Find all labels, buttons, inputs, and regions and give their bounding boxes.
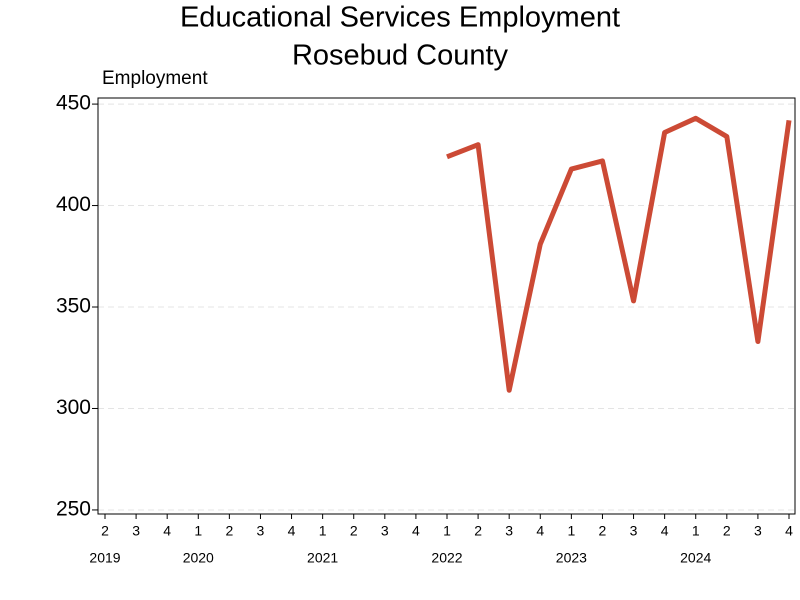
x-tick-label: 3 bbox=[381, 523, 389, 539]
y-tick-label: 400 bbox=[56, 193, 91, 216]
x-tick-label: 4 bbox=[661, 523, 669, 539]
x-tick-label: 1 bbox=[194, 523, 202, 539]
x-tick-label: 4 bbox=[536, 523, 544, 539]
line-series bbox=[446, 115, 792, 393]
x-tick-label: 2 bbox=[474, 523, 482, 539]
chart-title: Educational Services Employment bbox=[180, 2, 620, 34]
y-axis-label: Employment bbox=[102, 68, 208, 89]
x-tick-label: 4 bbox=[785, 523, 793, 539]
x-tick-label: 4 bbox=[163, 523, 171, 539]
year-label: 2019 bbox=[89, 550, 120, 566]
x-tick-label: 1 bbox=[567, 523, 575, 539]
year-label: 2021 bbox=[307, 550, 338, 566]
x-tick-label: 2 bbox=[225, 523, 233, 539]
x-tick-label: 2 bbox=[723, 523, 731, 539]
year-label: 2023 bbox=[556, 550, 587, 566]
x-tick-label: 3 bbox=[132, 523, 140, 539]
chart-subtitle: Rosebud County bbox=[292, 40, 509, 72]
y-tick-label: 450 bbox=[56, 92, 91, 115]
x-tick-label: 2 bbox=[599, 523, 607, 539]
y-tick-label: 300 bbox=[56, 396, 91, 419]
x-tick-label: 3 bbox=[754, 523, 762, 539]
y-tick-label: 250 bbox=[56, 497, 91, 520]
plot-frame bbox=[97, 97, 796, 515]
x-tick-label: 3 bbox=[630, 523, 638, 539]
x-tick-label: 1 bbox=[692, 523, 700, 539]
x-tick-label: 2 bbox=[350, 523, 358, 539]
x-tick-label: 4 bbox=[288, 523, 296, 539]
x-tick-label: 1 bbox=[319, 523, 327, 539]
x-tick-label: 3 bbox=[257, 523, 265, 539]
x-tick-label: 4 bbox=[412, 523, 420, 539]
y-tick-label: 350 bbox=[56, 295, 91, 318]
x-tick-label: 2 bbox=[101, 523, 109, 539]
x-tick-label: 3 bbox=[505, 523, 513, 539]
year-label: 2024 bbox=[680, 550, 711, 566]
x-tick-label: 1 bbox=[443, 523, 451, 539]
year-label: 2022 bbox=[431, 550, 462, 566]
year-label: 2020 bbox=[183, 550, 214, 566]
